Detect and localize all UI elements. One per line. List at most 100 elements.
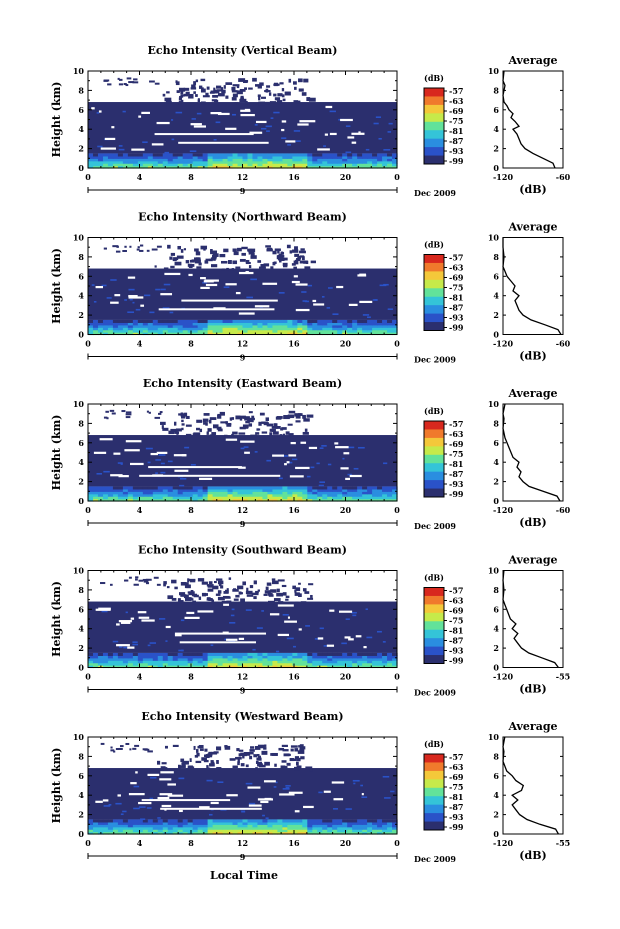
strong-echo-cell xyxy=(262,491,269,495)
strong-echo-cell xyxy=(277,826,283,830)
strong-echo-cell xyxy=(137,829,144,833)
strong-echo-cell xyxy=(377,329,383,333)
colorbar-tick-label: -57 xyxy=(449,253,463,263)
strong-echo-cell xyxy=(322,332,328,336)
average-y-tick-label: 0 xyxy=(493,829,499,839)
no-data-gap xyxy=(131,148,145,151)
strong-echo-cell xyxy=(117,486,124,490)
strong-echo-cell xyxy=(142,327,149,331)
echo-highlight xyxy=(342,457,345,460)
sparse-echo-cell xyxy=(125,411,132,414)
sparse-echo-cell xyxy=(160,421,166,425)
strong-echo-cell xyxy=(142,660,149,664)
strong-echo-cell xyxy=(317,826,323,830)
strong-echo-cell xyxy=(182,332,189,336)
echo-highlight xyxy=(353,782,356,785)
strong-echo-cell xyxy=(347,493,353,497)
strong-echo-cell xyxy=(107,660,114,664)
colorbar-swatch xyxy=(424,96,444,106)
strong-echo-cell xyxy=(167,652,174,656)
no-data-gap xyxy=(286,461,290,464)
strong-echo-cell xyxy=(112,155,119,159)
strong-echo-cell xyxy=(327,657,333,661)
no-data-gap xyxy=(135,771,138,774)
sparse-echo-cell xyxy=(122,250,127,253)
strong-echo-cell xyxy=(147,160,154,164)
strong-echo-cell xyxy=(342,153,348,157)
echo-highlight xyxy=(240,447,245,450)
no-data-streak xyxy=(174,632,267,635)
strong-echo-cell xyxy=(312,826,318,830)
strong-echo-cell xyxy=(287,488,293,492)
strong-echo-cell xyxy=(212,155,219,159)
strong-echo-cell xyxy=(117,332,124,336)
sparse-echo-cell xyxy=(187,765,193,769)
no-data-gap xyxy=(118,620,133,623)
sparse-echo-cell xyxy=(232,248,237,252)
sparse-echo-cell xyxy=(103,79,108,82)
strong-echo-cell xyxy=(322,831,328,835)
strong-echo-cell xyxy=(207,829,214,833)
sparse-echo-cell xyxy=(153,576,159,579)
no-data-gap xyxy=(167,783,176,786)
strong-echo-cell xyxy=(177,655,184,659)
sparse-echo-cell xyxy=(258,421,262,426)
strong-echo-cell xyxy=(277,153,283,157)
strong-echo-cell xyxy=(247,160,254,164)
echo-highlight xyxy=(155,288,161,291)
day-marker: 9 xyxy=(240,186,246,196)
sparse-echo-cell xyxy=(218,582,222,587)
strong-echo-cell xyxy=(182,488,189,492)
strong-echo-cell xyxy=(117,155,124,159)
strong-echo-cell xyxy=(207,332,214,336)
strong-echo-cell xyxy=(372,491,378,495)
sparse-echo-cell xyxy=(206,767,211,770)
sparse-echo-cell xyxy=(237,758,240,763)
strong-echo-cell xyxy=(297,155,303,159)
strong-echo-cell xyxy=(197,491,204,495)
strong-echo-cell xyxy=(262,329,269,333)
strong-echo-cell xyxy=(307,163,313,167)
strong-echo-cell xyxy=(347,329,353,333)
strong-echo-cell xyxy=(382,821,388,825)
strong-echo-cell xyxy=(92,824,99,828)
strong-echo-cell xyxy=(247,665,254,669)
sparse-echo-cell xyxy=(240,592,243,595)
strong-echo-cell xyxy=(202,488,209,492)
no-data-gap xyxy=(141,111,150,114)
strong-echo-cell xyxy=(157,652,164,656)
sparse-echo-cell xyxy=(117,77,120,80)
sparse-echo-cell xyxy=(278,258,283,261)
strong-echo-cell xyxy=(297,491,303,495)
sparse-echo-cell xyxy=(196,427,200,431)
strong-echo-cell xyxy=(392,819,398,823)
y-tick-label: 10 xyxy=(73,732,85,742)
strong-echo-cell xyxy=(327,662,333,666)
strong-echo-cell xyxy=(357,498,363,502)
strong-echo-cell xyxy=(202,165,209,169)
no-data-gap xyxy=(331,781,345,784)
sparse-echo-cell xyxy=(295,587,301,592)
average-y-tick-label: 0 xyxy=(493,330,499,340)
strong-echo-cell xyxy=(222,165,229,169)
average-y-tick-label: 4 xyxy=(493,457,499,467)
date-label: Dec 2009 xyxy=(414,521,456,531)
strong-echo-cell xyxy=(252,660,259,664)
sparse-echo-cell xyxy=(126,77,132,80)
strong-echo-cell xyxy=(212,319,219,323)
strong-echo-cell xyxy=(232,824,239,828)
sparse-echo-cell xyxy=(209,91,215,94)
sparse-echo-cell xyxy=(133,583,139,586)
strong-echo-cell xyxy=(247,660,254,664)
strong-echo-cell xyxy=(307,491,313,495)
strong-echo-cell xyxy=(322,498,328,502)
strong-echo-cell xyxy=(167,324,174,328)
echo-highlight xyxy=(171,138,175,141)
strong-echo-cell xyxy=(342,491,348,495)
strong-echo-cell xyxy=(332,660,338,664)
y-tick-label: 0 xyxy=(78,496,84,506)
strong-echo-cell xyxy=(207,821,214,825)
strong-echo-cell xyxy=(332,657,338,661)
strong-echo-cell xyxy=(332,824,338,828)
